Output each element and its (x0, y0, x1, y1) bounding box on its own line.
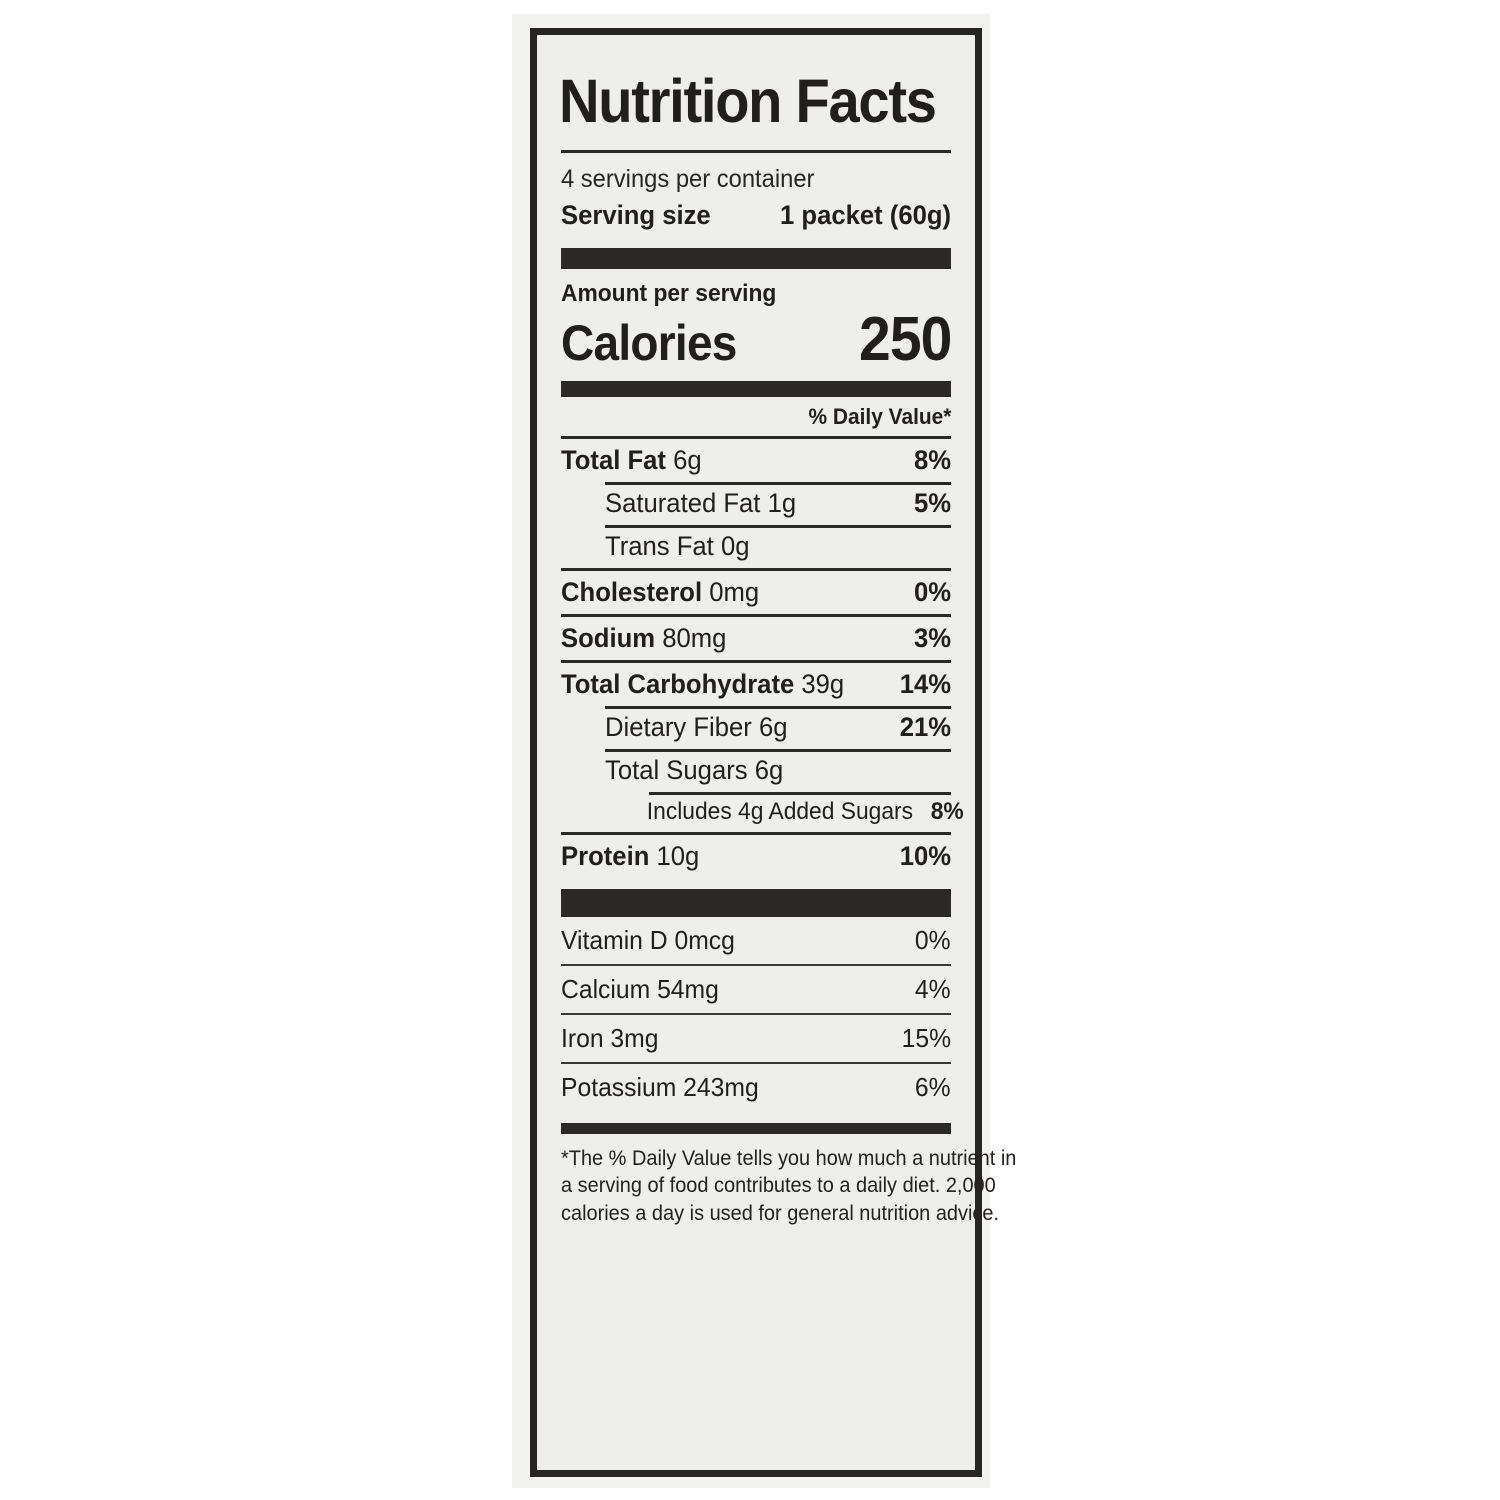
serving-size-value: 1 packet (60g) (779, 200, 951, 230)
nutrient-row-saturated-fat: Saturated Fat 1g 5% (561, 482, 951, 525)
nutrient-label: Total Sugars (605, 755, 748, 785)
separator-bar-footnote (561, 1123, 951, 1134)
nutrient-name-total-sugars: Total Sugars 6g (605, 755, 783, 786)
nutrient-amount: 6g (673, 445, 702, 475)
vitamin-dv-calcium: 4% (915, 974, 951, 1004)
nutrient-amount: 6g (754, 755, 784, 785)
nutrient-label: Protein (561, 841, 650, 871)
vitamin-name-vitamin-d: Vitamin D 0mcg (561, 925, 735, 955)
nutrient-name-dietary-fiber: Dietary Fiber 6g (605, 712, 788, 743)
vitamin-row-iron: Iron 3mg 15% (561, 1013, 951, 1062)
nutrient-label: Total Fat (561, 445, 666, 475)
vitamin-row-vitamin-d: Vitamin D 0mcg 0% (561, 917, 951, 964)
nutrient-amount: 10g (656, 841, 700, 871)
nutrient-name-total-carbohydrate: Total Carbohydrate 39g (561, 669, 844, 700)
nutrition-facts-label: Nutrition Facts 4 servings per container… (530, 28, 1017, 1477)
servings-per-container: 4 servings per container (561, 165, 815, 193)
nutrient-amount: 0g (720, 531, 750, 561)
daily-value-footnote: *The % Daily Value tells you how much a … (561, 1134, 1017, 1227)
footnote-line-3: calories a day is used for general nutri… (561, 1201, 1000, 1225)
nutrient-name-sodium: Sodium 80mg (561, 623, 726, 654)
nutrient-label: Saturated Fat (605, 488, 761, 518)
daily-value-header-text: % Daily Value* (808, 404, 951, 429)
serving-size-label: Serving size (561, 200, 711, 230)
title-underline-rule (561, 150, 951, 153)
nutrient-label: Cholesterol (561, 577, 703, 607)
separator-bar-vitamins (561, 889, 951, 917)
nutrient-dv-dietary-fiber: 21% (899, 712, 951, 742)
nutrient-row-trans-fat: Trans Fat 0g (561, 525, 951, 568)
calories-value: 250 (858, 305, 952, 374)
nutrient-dv-total-carbohydrate: 14% (899, 669, 951, 699)
calories-row: Calories 250 (561, 304, 952, 375)
daily-value-header: % Daily Value* (561, 397, 951, 436)
vitamin-name-potassium: Potassium 243mg (561, 1072, 759, 1102)
nutrient-label: Total Carbohydrate (561, 669, 795, 699)
nutrient-amount: 80mg (662, 623, 727, 653)
calories-label: Calories (561, 315, 737, 371)
nutrient-row-total-sugars: Total Sugars 6g (561, 749, 951, 792)
nutrient-dv-protein: 10% (899, 841, 951, 871)
nutrient-name-added-sugars: Includes 4g Added Sugars (646, 798, 914, 825)
nutrient-row-added-sugars: Includes 4g Added Sugars 8% (561, 792, 964, 832)
vitamin-row-calcium: Calcium 54mg 4% (561, 964, 951, 1013)
separator-bar-servings (561, 248, 951, 269)
nutrient-label: Trans Fat (605, 531, 714, 561)
nutrient-row-total-fat: Total Fat 6g 8% (561, 436, 951, 482)
nutrient-row-cholesterol: Cholesterol 0mg 0% (561, 568, 951, 614)
amount-per-serving-label: Amount per serving (561, 280, 777, 307)
nutrient-dv-sodium: 3% (913, 623, 951, 653)
nutrient-row-dietary-fiber: Dietary Fiber 6g 21% (561, 706, 951, 749)
nutrient-name-protein: Protein 10g (561, 841, 699, 872)
vitamin-dv-potassium: 6% (915, 1072, 951, 1102)
serving-size-row: Serving size 1 packet (60g) (561, 194, 951, 231)
nutrient-label: Dietary Fiber (605, 712, 752, 742)
vitamin-dv-iron: 15% (901, 1023, 951, 1053)
footnote-line-1: *The % Daily Value tells you how much a … (561, 1147, 1017, 1170)
nutrient-dv-cholesterol: 0% (913, 577, 951, 607)
nutrient-label: Sodium (561, 623, 656, 653)
nutrient-name-cholesterol: Cholesterol 0mg (561, 577, 759, 608)
nutrient-dv-saturated-fat: 5% (913, 488, 951, 518)
vitamin-name-calcium: Calcium 54mg (561, 974, 719, 1004)
nutrient-name-trans-fat: Trans Fat 0g (605, 531, 749, 562)
page-title: Nutrition Facts (559, 67, 937, 135)
nutrient-row-protein: Protein 10g 10% (561, 832, 951, 878)
vitamin-row-potassium: Potassium 243mg 6% (561, 1062, 951, 1111)
vitamin-dv-vitamin-d: 0% (915, 925, 951, 955)
nutrient-amount: 39g (801, 669, 845, 699)
nutrient-name-saturated-fat: Saturated Fat 1g (605, 488, 796, 519)
nutrient-row-total-carbohydrate: Total Carbohydrate 39g 14% (561, 660, 951, 706)
nutrient-amount: 6g (758, 712, 788, 742)
nutrient-dv-added-sugars: 8% (930, 798, 964, 825)
separator-bar-calories (561, 381, 951, 397)
nutrient-name-total-fat: Total Fat 6g (561, 445, 702, 476)
nutrient-dv-total-fat: 8% (913, 445, 951, 475)
footnote-line-2: a serving of food contributes to a daily… (561, 1174, 996, 1198)
nutrient-amount: 1g (767, 488, 797, 518)
nutrient-row-sodium: Sodium 80mg 3% (561, 614, 951, 660)
nutrient-amount: 0mg (709, 577, 760, 607)
vitamin-name-iron: Iron 3mg (561, 1023, 659, 1053)
